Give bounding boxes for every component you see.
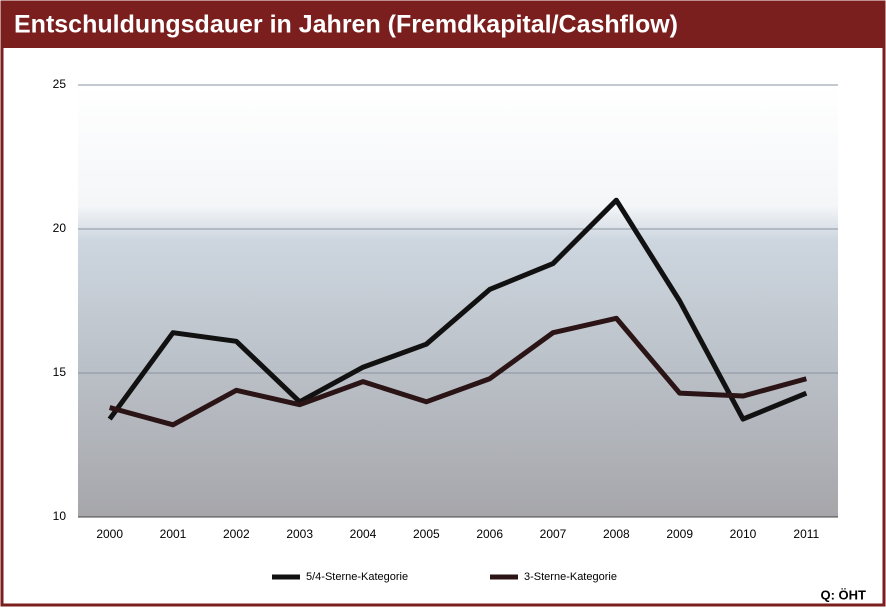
y-tick-label: 20 [53, 221, 67, 235]
y-tick-label: 25 [53, 77, 67, 91]
chart-title: Entschuldungsdauer in Jahren (Fremdkapit… [14, 11, 678, 39]
legend-label: 3-Sterne-Kategorie [524, 571, 617, 583]
x-tick-label: 2000 [96, 527, 123, 541]
title-bar [2, 2, 884, 48]
y-tick-label: 15 [53, 365, 67, 379]
x-tick-label: 2002 [223, 527, 250, 541]
x-tick-label: 2003 [286, 527, 313, 541]
x-tick-label: 2008 [603, 527, 630, 541]
legend-label: 5/4-Sterne-Kategorie [306, 571, 408, 583]
x-tick-label: 2006 [476, 527, 503, 541]
x-tick-label: 2010 [730, 527, 757, 541]
x-tick-label: 2004 [350, 527, 377, 541]
series-line [109, 315, 807, 428]
series-line [107, 197, 808, 422]
x-tick-label: 2007 [540, 527, 567, 541]
y-tick-label: 10 [53, 509, 67, 523]
x-tick-label: 2005 [413, 527, 440, 541]
source: Q: ÖHT [821, 587, 867, 602]
x-tick-label: 2011 [793, 527, 819, 541]
x-tick-label: 2001 [160, 527, 187, 541]
plot-area [78, 85, 838, 517]
x-tick-label: 2009 [666, 527, 693, 541]
